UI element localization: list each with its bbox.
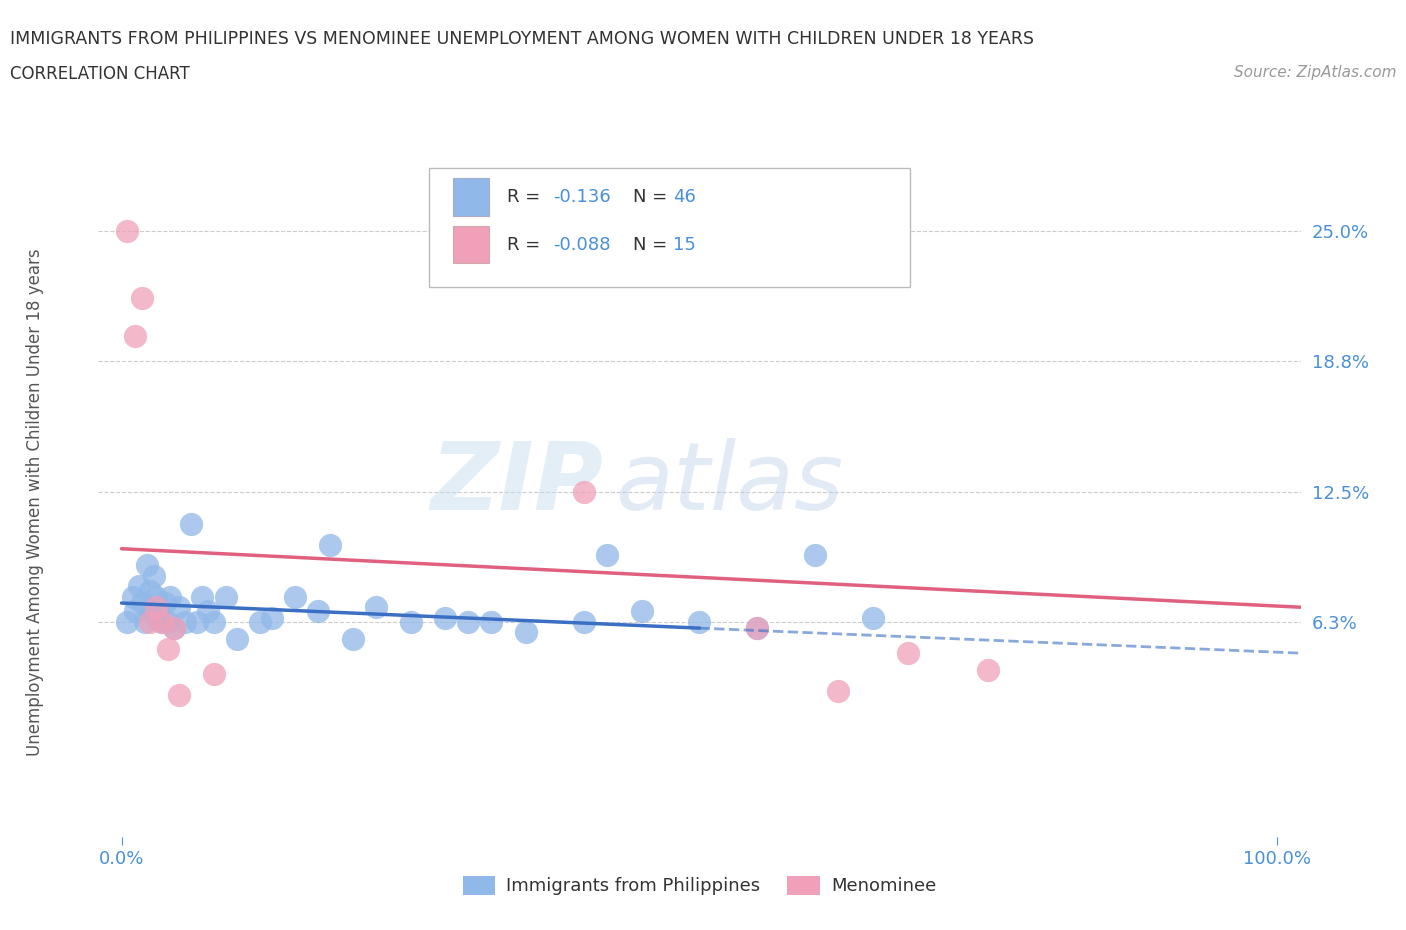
Point	[139, 615, 162, 630]
Point	[122, 590, 145, 604]
Text: N =: N =	[633, 188, 673, 206]
Text: N =: N =	[633, 235, 673, 254]
Point	[136, 558, 159, 573]
Point	[150, 615, 173, 630]
Text: 15: 15	[673, 235, 696, 254]
Point	[155, 595, 177, 610]
Point	[364, 600, 387, 615]
Point	[117, 615, 139, 630]
Point	[284, 590, 307, 604]
Point	[481, 615, 503, 630]
Point	[688, 615, 710, 630]
Text: 46: 46	[673, 188, 696, 206]
Point	[197, 604, 219, 618]
Point	[434, 610, 457, 625]
Point	[124, 604, 146, 618]
Point	[156, 615, 179, 630]
Point	[145, 600, 167, 615]
Point	[457, 615, 479, 630]
Point	[747, 620, 769, 635]
Text: ZIP: ZIP	[430, 438, 603, 530]
Text: -0.088: -0.088	[553, 235, 610, 254]
Point	[572, 615, 595, 630]
Point	[342, 631, 364, 646]
Point	[318, 538, 340, 552]
Text: Unemployment Among Women with Children Under 18 years: Unemployment Among Women with Children U…	[27, 248, 44, 756]
Text: atlas: atlas	[616, 438, 844, 529]
Point	[214, 590, 236, 604]
Point	[202, 615, 225, 630]
Point	[128, 578, 150, 593]
Point	[515, 625, 537, 640]
Point	[169, 600, 191, 615]
FancyBboxPatch shape	[429, 168, 910, 287]
Point	[186, 615, 208, 630]
Text: R =: R =	[508, 188, 546, 206]
Point	[148, 604, 170, 618]
Point	[307, 604, 329, 618]
Text: R =: R =	[508, 235, 546, 254]
Point	[260, 610, 283, 625]
Point	[139, 583, 162, 598]
Point	[142, 568, 165, 583]
Point	[150, 615, 173, 630]
Point	[117, 224, 139, 239]
Point	[134, 615, 156, 630]
Point	[174, 615, 197, 630]
Point	[572, 485, 595, 499]
Point	[399, 615, 422, 630]
Text: -0.136: -0.136	[553, 188, 610, 206]
Point	[124, 328, 146, 343]
Point	[249, 615, 271, 630]
Point	[131, 290, 153, 305]
Point	[596, 548, 619, 563]
Point	[180, 516, 202, 531]
Point	[630, 604, 652, 618]
Point	[804, 548, 827, 563]
Text: Source: ZipAtlas.com: Source: ZipAtlas.com	[1233, 65, 1396, 80]
FancyBboxPatch shape	[453, 179, 489, 216]
Point	[162, 620, 184, 635]
Point	[131, 595, 153, 610]
Point	[977, 662, 1000, 677]
Point	[827, 684, 849, 698]
Point	[159, 590, 181, 604]
Point	[896, 645, 918, 660]
Legend: Immigrants from Philippines, Menominee: Immigrants from Philippines, Menominee	[456, 869, 943, 903]
Point	[202, 667, 225, 682]
FancyBboxPatch shape	[453, 226, 489, 263]
Point	[169, 687, 191, 702]
Point	[747, 620, 769, 635]
Text: CORRELATION CHART: CORRELATION CHART	[10, 65, 190, 83]
Point	[145, 610, 167, 625]
Text: IMMIGRANTS FROM PHILIPPINES VS MENOMINEE UNEMPLOYMENT AMONG WOMEN WITH CHILDREN : IMMIGRANTS FROM PHILIPPINES VS MENOMINEE…	[10, 30, 1033, 47]
Point	[862, 610, 884, 625]
Point	[226, 631, 249, 646]
Point	[139, 604, 162, 618]
Point	[162, 620, 184, 635]
Point	[145, 590, 167, 604]
Point	[191, 590, 214, 604]
Point	[156, 642, 179, 657]
